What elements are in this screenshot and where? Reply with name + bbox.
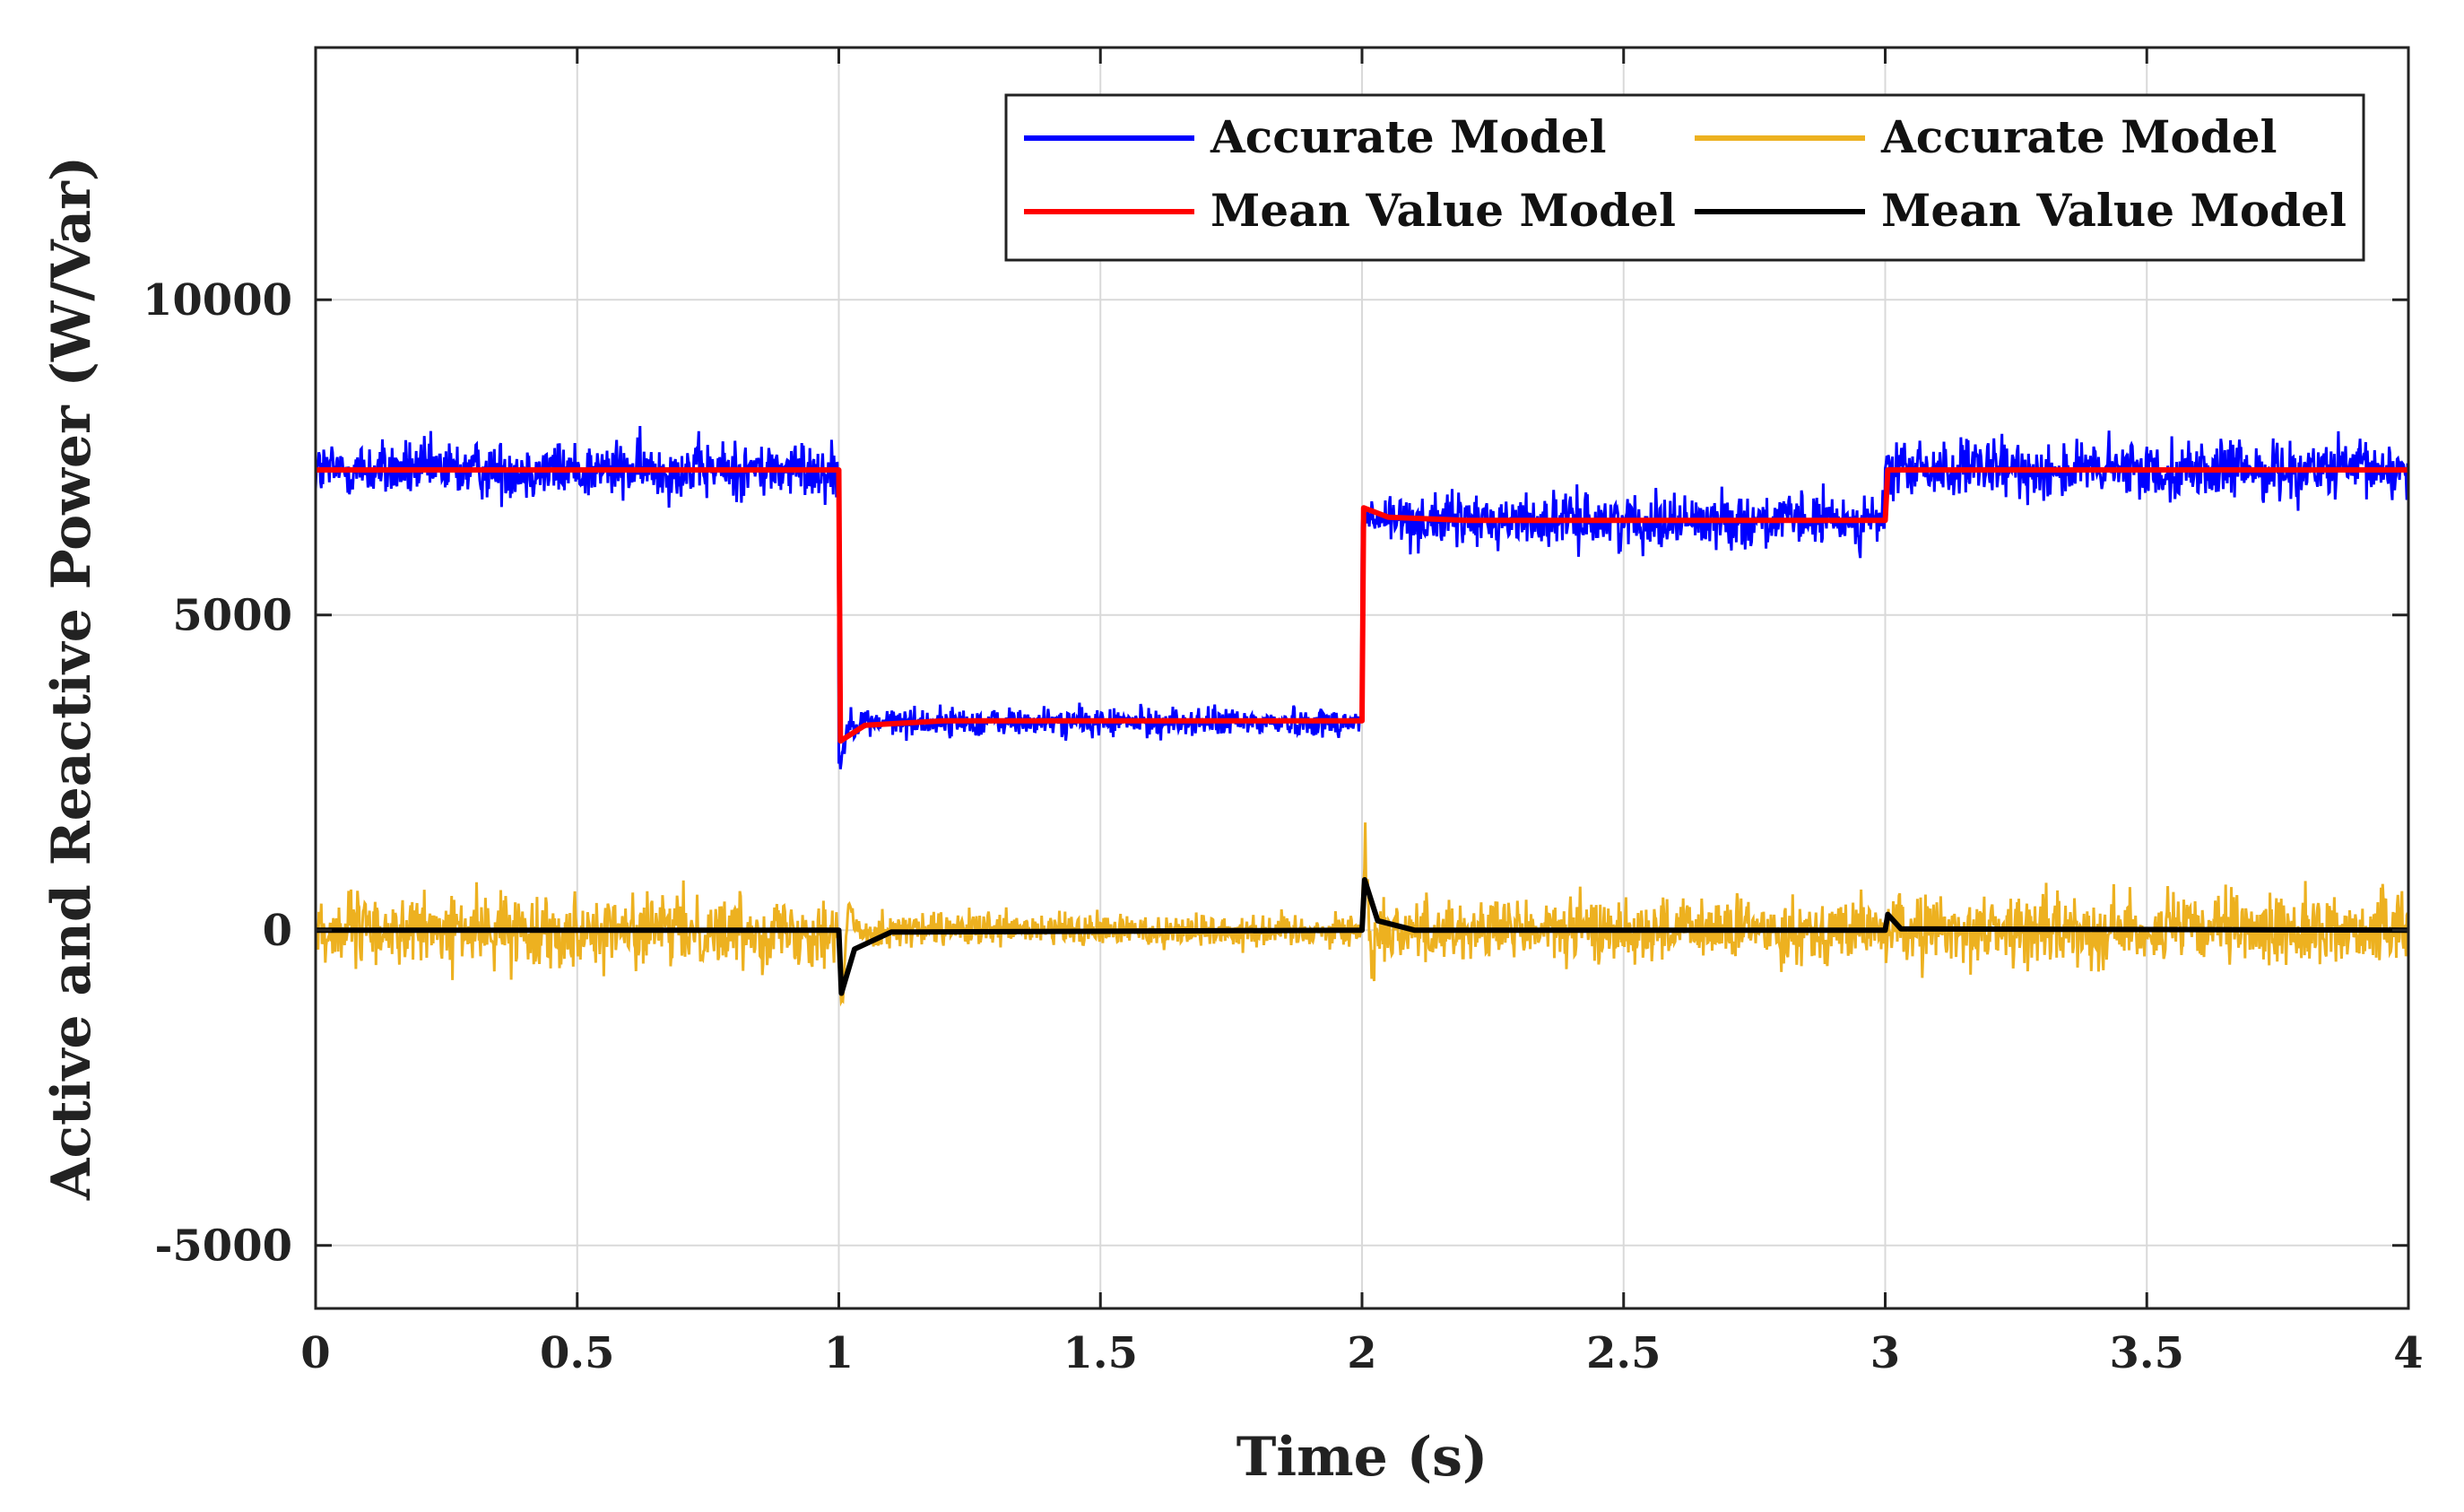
axis-ticks: 0 0.5 1 1.5 2 2.5 3 3.5 4 -5000 0 5000 10000 [143,48,2424,1378]
x-tick-label: 4 [2393,1328,2423,1378]
legend-label-mean-reactive: Mean Value Model [1881,184,2347,237]
plot-area [316,425,2408,1007]
legend: Accurate Model Mean Value Model Accurate… [1004,93,2365,262]
x-axis-title: Time (s) [1236,1426,1488,1489]
y-axis-title: Active and Reactive Power (W/Var) [40,156,103,1201]
y-tick-label: 10000 [143,275,292,326]
y-tick-label: 0 [263,906,292,956]
legend-label-mean-active: Mean Value Model [1210,184,1676,237]
y-tick-label: -5000 [154,1221,292,1272]
x-tick-label: 3 [1870,1328,1900,1378]
legend-label-accurate-active: Accurate Model [1210,110,1607,163]
y-tick-label: 5000 [172,591,292,641]
x-tick-label: 0.5 [540,1328,615,1378]
series-mean-active-line [316,467,2408,744]
legend-label-accurate-reactive: Accurate Model [1880,110,2277,163]
x-tick-label: 0 [300,1328,330,1378]
series-mean-reactive-line [316,877,2408,996]
x-tick-label: 2 [1347,1328,1376,1378]
x-tick-label: 3.5 [2109,1328,2184,1378]
x-tick-label: 1.5 [1063,1328,1138,1378]
x-tick-label: 1 [824,1328,854,1378]
legend-box [1004,93,2365,262]
x-tick-label: 2.5 [1586,1328,1661,1378]
